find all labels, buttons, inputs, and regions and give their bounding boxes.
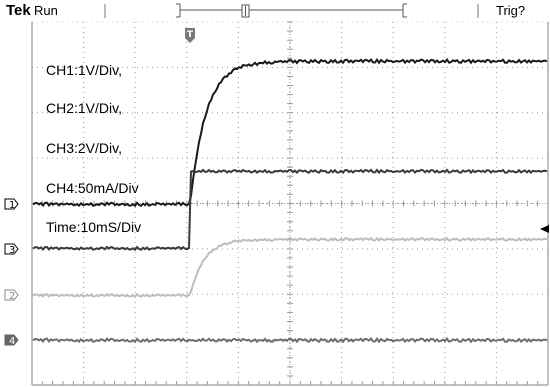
ch1-scale-label: CH1:1V/Div,: [46, 62, 122, 78]
svg-text:4: 4: [9, 336, 15, 347]
trigger-marker[interactable]: T: [185, 28, 195, 43]
trigger-marker-label: T: [187, 30, 194, 40]
ch3-waveform: [32, 168, 548, 252]
trigger-position-indicator[interactable]: [241, 4, 250, 18]
brand-label: Tek: [6, 2, 31, 19]
ch4-scale-label: CH4:50mA/Div: [46, 180, 139, 196]
channel-markers: 1 3 2 4: [4, 198, 19, 347]
ch2-scale-label: CH2:1V/Div,: [46, 100, 122, 116]
run-state-label: Run: [34, 3, 58, 18]
record-window-bracket: [176, 3, 407, 18]
channel-annotations: CH1:1V/Div, CH2:1V/Div, CH3:2V/Div, CH4:…: [46, 62, 141, 235]
ch3-scale-label: CH3:2V/Div,: [46, 140, 122, 156]
ch4-waveform: [32, 336, 548, 344]
svg-text:1: 1: [9, 200, 15, 211]
trigger-state-label: Trig?: [496, 3, 525, 18]
svg-text:2: 2: [9, 291, 15, 302]
timebase-label: Time:10mS/Div: [46, 219, 141, 235]
status-bar: Tek Run Trig?: [6, 2, 525, 19]
ch3-ground-marker[interactable]: 3: [4, 243, 19, 256]
ch4-ground-marker[interactable]: 4: [4, 334, 19, 347]
svg-text:3: 3: [9, 245, 15, 256]
ch1-ground-marker[interactable]: 1: [4, 198, 19, 211]
ch2-waveform: [32, 236, 548, 298]
trigger-level-arrow[interactable]: [540, 225, 549, 233]
ch1-waveform: [32, 57, 548, 208]
ch2-ground-marker[interactable]: 2: [4, 289, 19, 302]
